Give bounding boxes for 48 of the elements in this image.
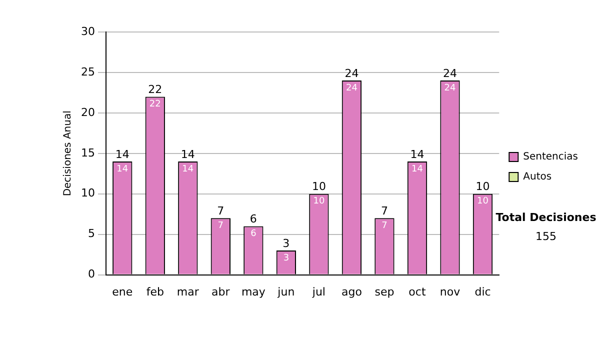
y-tick-label: 15 <box>80 146 95 160</box>
y-tick-label: 5 <box>88 227 95 240</box>
data-label: 7 <box>382 220 388 231</box>
total-label: 3 <box>282 236 290 250</box>
total-label: 14 <box>410 148 424 161</box>
data-label: 6 <box>250 229 257 240</box>
y-tick-label: 20 <box>80 106 95 119</box>
total-label: 14 <box>115 148 130 161</box>
annotation: Total Decisiones <box>496 210 597 224</box>
y-tick-label: 25 <box>80 65 95 78</box>
data-label: 10 <box>313 196 325 207</box>
y-tick-label: 30 <box>80 24 95 38</box>
data-label: 24 <box>346 83 358 94</box>
data-label: 14 <box>412 164 424 174</box>
total-label: 22 <box>148 83 162 96</box>
total-label: 6 <box>250 212 257 226</box>
legend-label: Sentencias <box>523 152 578 163</box>
x-tick-label: sep <box>374 285 394 298</box>
data-label: 3 <box>283 253 290 264</box>
data-label: 22 <box>149 100 161 110</box>
y-tick-label: 10 <box>80 186 95 200</box>
x-tick-label: jul <box>311 285 326 298</box>
x-tick-label: oct <box>408 285 426 298</box>
text: 155 <box>536 230 556 243</box>
total-label: 14 <box>180 148 195 161</box>
x-tick-label: nov <box>440 285 461 298</box>
y-tick-label: 0 <box>88 268 95 281</box>
x-tick-label: ago <box>341 285 362 298</box>
x-tick-label: ene <box>112 285 133 298</box>
total-label: 10 <box>312 180 326 194</box>
y-axis-title: Decisiones Anual <box>62 110 74 196</box>
data-label: 14 <box>116 164 128 174</box>
x-tick-label: mar <box>176 285 200 298</box>
data-label: 10 <box>477 196 489 207</box>
total-label: 7 <box>380 204 388 218</box>
total-label: 10 <box>476 180 490 194</box>
total-label: 24 <box>442 66 457 80</box>
x-tick-label: abr <box>212 285 230 298</box>
legend-label: Autos <box>523 172 552 183</box>
x-tick-label: jun <box>276 285 295 298</box>
data-label: 14 <box>182 164 194 174</box>
x-tick-label: may <box>241 285 266 298</box>
x-tick-label: dic <box>474 285 491 298</box>
total-label: 7 <box>217 204 224 218</box>
total-label: 24 <box>344 66 359 80</box>
data-label: 7 <box>218 220 224 231</box>
x-tick-label: feb <box>146 285 164 298</box>
data-label: 24 <box>444 83 456 94</box>
